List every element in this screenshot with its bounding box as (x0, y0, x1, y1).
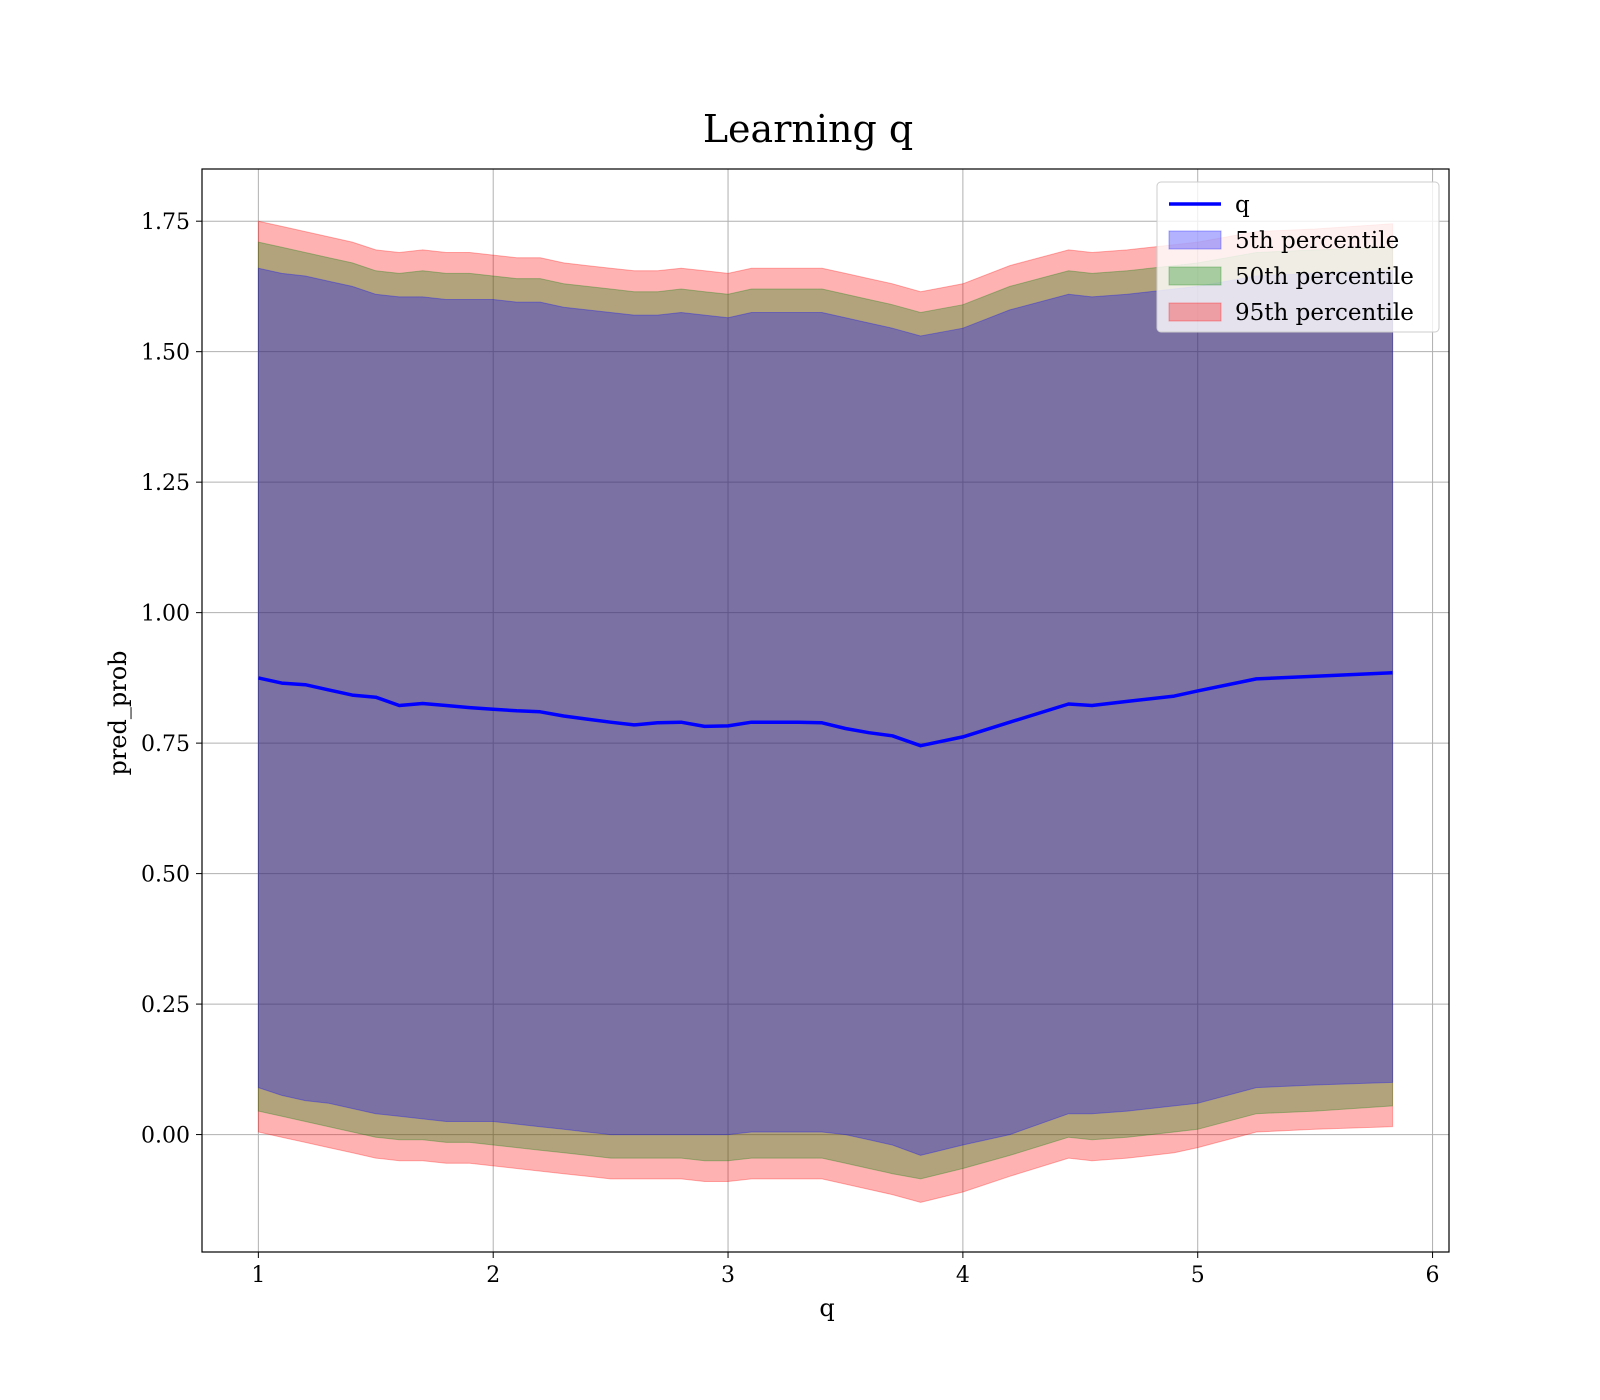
x-tick-label: 6 (1426, 1263, 1440, 1288)
legend-label-50th-percentile: 50th percentile (1235, 264, 1414, 290)
y-tick-label: 1.00 (141, 602, 190, 627)
legend: q 5th percentile 50th percentile 95th perce… (1156, 181, 1440, 333)
y-tick-label: 1.75 (141, 210, 190, 235)
chart-title: Learning q (703, 107, 913, 151)
legend-swatch-95th-percentile (1168, 302, 1222, 322)
plot-frame (201, 168, 1450, 1253)
y-tick-label: 1.25 (141, 471, 190, 496)
legend-swatch-50th-percentile (1168, 266, 1222, 286)
y-tick-label: 0.50 (141, 863, 190, 888)
x-tick-label: 5 (1191, 1263, 1205, 1288)
x-axis-ticks: 1 2 3 4 5 6 (251, 1252, 1440, 1288)
y-tick-label: 0.00 (141, 1124, 190, 1149)
lines (258, 670, 1393, 748)
x-tick-label: 2 (486, 1263, 500, 1288)
y-tick-label: 1.50 (141, 341, 190, 366)
legend-label-q: q (1235, 192, 1250, 218)
band-5th-percentile (257, 267, 1394, 1156)
x-axis-label: q (819, 1294, 834, 1322)
y-tick-label: 0.25 (141, 993, 190, 1018)
legend-label-95th-percentile: 95th percentile (1235, 300, 1414, 326)
legend-box (1156, 181, 1440, 333)
band-50th-percentile (257, 241, 1394, 1180)
bands (257, 220, 1394, 1203)
y-tick-label: 0.75 (141, 732, 190, 757)
x-tick-label: 3 (721, 1263, 735, 1288)
y-axis-label: pred_prob (104, 650, 132, 775)
legend-swatch-5th-percentile (1168, 230, 1222, 250)
y-axis-ticks: 0.00 0.25 0.50 0.75 1.00 1.25 1.50 1.75 (141, 210, 202, 1149)
x-tick-label: 4 (956, 1263, 970, 1288)
series-line-q (258, 670, 1393, 748)
legend-label-5th-percentile: 5th percentile (1235, 228, 1399, 254)
x-tick-label: 1 (251, 1263, 265, 1288)
band-95th-percentile (257, 220, 1394, 1203)
grid (202, 169, 1449, 1252)
